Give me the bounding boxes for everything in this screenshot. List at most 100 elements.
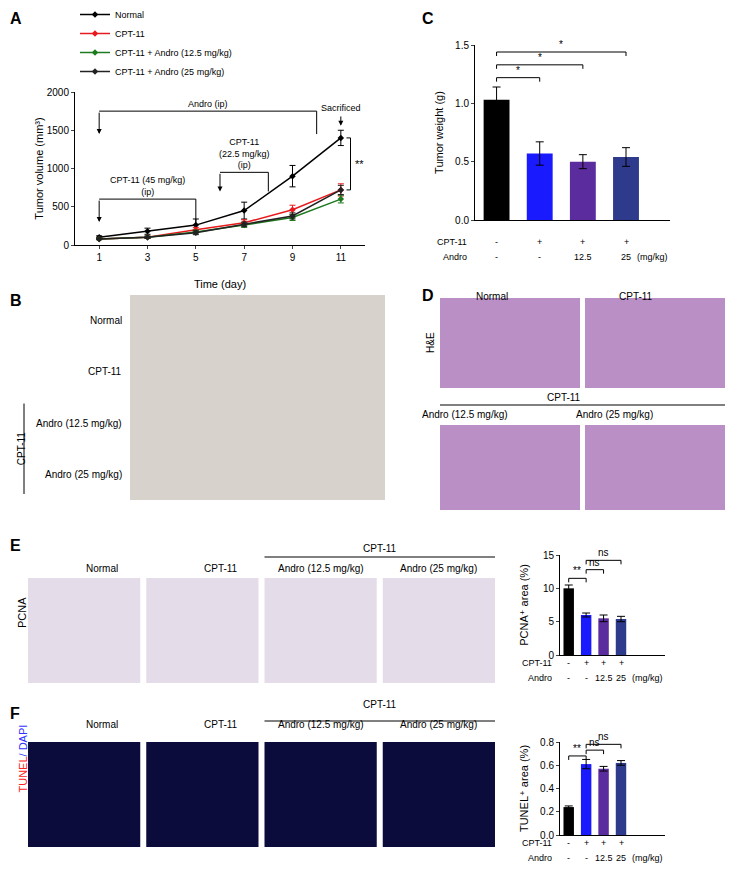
svg-text:**: ** [573, 565, 581, 576]
svg-text:E: E [10, 537, 21, 554]
svg-text:B: B [10, 292, 22, 309]
svg-text:ns: ns [589, 737, 600, 748]
svg-text:Normal: Normal [476, 291, 508, 302]
svg-text:7: 7 [241, 252, 247, 263]
svg-text:(mg/kg): (mg/kg) [637, 252, 668, 262]
svg-text:0.6: 0.6 [540, 760, 554, 771]
svg-text:0: 0 [548, 650, 554, 661]
svg-text:*: * [559, 39, 563, 50]
svg-text:Andro (12.5 mg/kg): Andro (12.5 mg/kg) [278, 719, 364, 730]
svg-text:-: - [567, 658, 570, 668]
svg-text:-: - [567, 838, 570, 848]
svg-text:0: 0 [63, 240, 69, 251]
svg-text:*: * [538, 52, 542, 63]
svg-text:-: - [495, 252, 498, 262]
svg-text:+: + [537, 237, 542, 247]
svg-text:*: * [516, 65, 520, 76]
svg-text:CPT-11: CPT-11 [16, 432, 27, 466]
svg-text:0.0: 0.0 [540, 830, 554, 841]
svg-text:PCNA: PCNA [16, 597, 28, 628]
svg-text:-: - [585, 853, 588, 863]
svg-text:Normal: Normal [115, 10, 144, 20]
svg-text:Normal: Normal [86, 563, 118, 574]
svg-text:+: + [601, 658, 606, 668]
svg-text:Andro (25 mg/kg): Andro (25 mg/kg) [400, 563, 477, 574]
svg-text:10: 10 [543, 583, 555, 594]
svg-text:12.5: 12.5 [574, 252, 592, 262]
svg-text:CPT-11 (45 mg/kg)(ip): CPT-11 (45 mg/kg)(ip) [110, 175, 185, 197]
svg-text:Andro: Andro [528, 853, 552, 863]
svg-text:CPT-11: CPT-11 [363, 543, 397, 554]
svg-text:9: 9 [290, 252, 296, 263]
svg-text:Andro (12.5 mg/kg): Andro (12.5 mg/kg) [278, 563, 364, 574]
svg-text:CPT-11: CPT-11 [547, 392, 581, 403]
svg-text:1500: 1500 [47, 125, 70, 136]
svg-text:0.5: 0.5 [455, 156, 469, 167]
svg-text:ns: ns [598, 731, 609, 742]
svg-text:25: 25 [616, 673, 626, 683]
svg-text:CPT-11: CPT-11 [522, 838, 552, 848]
svg-text:Sacrificed: Sacrificed [321, 103, 361, 113]
svg-text:0.4: 0.4 [540, 783, 554, 794]
svg-text:25: 25 [621, 252, 631, 262]
svg-text:+: + [584, 838, 589, 848]
svg-text:5: 5 [193, 252, 199, 263]
svg-text:Tumor weight (g): Tumor weight (g) [433, 91, 445, 174]
svg-text:0.8: 0.8 [540, 737, 554, 748]
svg-text:3: 3 [145, 252, 151, 263]
svg-text:Tumor volume (mm³): Tumor volume (mm³) [33, 117, 45, 219]
svg-text:-: - [495, 237, 498, 247]
svg-text:1.5: 1.5 [455, 40, 469, 51]
svg-text:CPT-11: CPT-11 [522, 658, 552, 668]
svg-text:ns: ns [598, 547, 609, 558]
svg-text:Andro (25 mg/kg): Andro (25 mg/kg) [400, 719, 477, 730]
svg-text:-: - [567, 853, 570, 863]
svg-text:CPT-11: CPT-11 [437, 237, 467, 247]
svg-text:A: A [10, 10, 22, 27]
svg-text:500: 500 [52, 201, 69, 212]
svg-text:+: + [624, 237, 629, 247]
svg-text:1000: 1000 [47, 163, 70, 174]
svg-text:CPT-11: CPT-11 [115, 29, 145, 39]
svg-text:C: C [422, 10, 434, 27]
svg-text:PCNA⁺ area (%): PCNA⁺ area (%) [518, 564, 530, 646]
svg-text:F: F [10, 705, 20, 722]
svg-text:CPT-11: CPT-11 [619, 291, 653, 302]
svg-text:Normal: Normal [86, 719, 118, 730]
svg-text:12.5: 12.5 [595, 673, 613, 683]
svg-text:Andro (ip): Andro (ip) [188, 99, 228, 109]
svg-text:(mg/kg): (mg/kg) [632, 853, 663, 863]
svg-text:ns: ns [589, 557, 600, 568]
svg-text:H&E: H&E [425, 332, 436, 353]
svg-text:+: + [619, 838, 624, 848]
svg-text:-: - [567, 673, 570, 683]
svg-text:CPT-11 + Andro (12.5 mg/kg): CPT-11 + Andro (12.5 mg/kg) [115, 48, 232, 58]
svg-text:-: - [538, 252, 541, 262]
svg-text:**: ** [573, 743, 581, 754]
svg-text:25: 25 [616, 853, 626, 863]
svg-text:+: + [584, 658, 589, 668]
svg-text:-: - [585, 673, 588, 683]
svg-text:1.0: 1.0 [455, 98, 469, 109]
svg-text:0.0: 0.0 [455, 215, 469, 226]
svg-text:CPT-11: CPT-11 [88, 366, 122, 377]
svg-text:Normal: Normal [90, 315, 122, 326]
svg-text:+: + [619, 658, 624, 668]
svg-text:Andro (12.5 mg/kg): Andro (12.5 mg/kg) [36, 418, 122, 429]
svg-text:CPT-11: CPT-11 [204, 719, 238, 730]
svg-text:TUNEL⁺ area (%): TUNEL⁺ area (%) [518, 745, 530, 832]
svg-text:12.5: 12.5 [595, 853, 613, 863]
svg-text:+: + [601, 838, 606, 848]
svg-text:**: ** [355, 158, 364, 170]
svg-text:CPT-11: CPT-11 [363, 699, 397, 710]
svg-text:5: 5 [548, 616, 554, 627]
svg-text:Andro (12.5 mg/kg): Andro (12.5 mg/kg) [422, 409, 508, 420]
svg-text:0.2: 0.2 [540, 806, 554, 817]
svg-text:CPT-11 + Andro (25 mg/kg): CPT-11 + Andro (25 mg/kg) [115, 67, 224, 77]
svg-text:Andro: Andro [443, 252, 467, 262]
svg-text:+: + [580, 237, 585, 247]
svg-text:15: 15 [543, 550, 555, 561]
svg-text:(mg/kg): (mg/kg) [632, 673, 663, 683]
svg-text:11: 11 [336, 252, 347, 263]
svg-text:Andro (25 mg/kg): Andro (25 mg/kg) [576, 409, 653, 420]
